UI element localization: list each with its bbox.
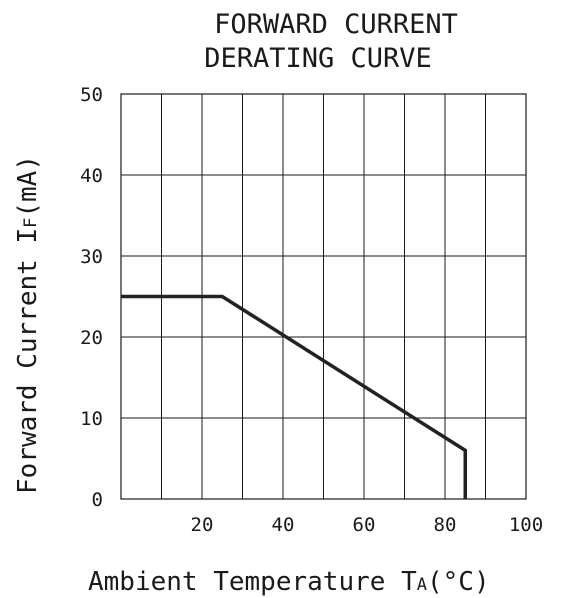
- chart-title-line-2: DERATING CURVE: [204, 43, 432, 74]
- y-axis-label: Forward Current IF(mA): [13, 155, 43, 494]
- x-axis-label-unit: (°C): [427, 567, 490, 597]
- y-tick-label: 10: [80, 408, 103, 430]
- derating-line: [121, 294, 467, 499]
- x-tick-label: 40: [272, 514, 295, 536]
- x-tick-label: 100: [509, 514, 543, 536]
- x-tick-label: 20: [191, 514, 214, 536]
- x-axis-label-sub: A: [417, 575, 427, 595]
- series-layer: [121, 294, 467, 499]
- y-tick-label: 50: [80, 84, 103, 106]
- chart-title-line-1: FORWARD CURRENT: [214, 9, 458, 40]
- y-tick-label: 20: [80, 327, 103, 349]
- y-tick-labels: 0 10 20 30 40 50: [80, 84, 103, 511]
- y-axis-label-unit: (mA): [13, 155, 43, 218]
- x-tick-label: 60: [353, 514, 376, 536]
- x-axis-label-main: Ambient Temperature T: [88, 567, 417, 597]
- x-tick-labels: 20 40 60 80 100: [191, 514, 544, 536]
- grid: [121, 94, 526, 499]
- x-tick-label: 80: [434, 514, 457, 536]
- y-axis-label-sub: F: [21, 218, 41, 228]
- y-tick-label: 40: [80, 165, 103, 187]
- y-tick-label: 0: [92, 489, 103, 511]
- x-axis-label: Ambient Temperature TA(°C): [88, 567, 490, 597]
- y-tick-label: 30: [80, 246, 103, 268]
- y-axis-label-main: Forward Current I: [13, 228, 43, 494]
